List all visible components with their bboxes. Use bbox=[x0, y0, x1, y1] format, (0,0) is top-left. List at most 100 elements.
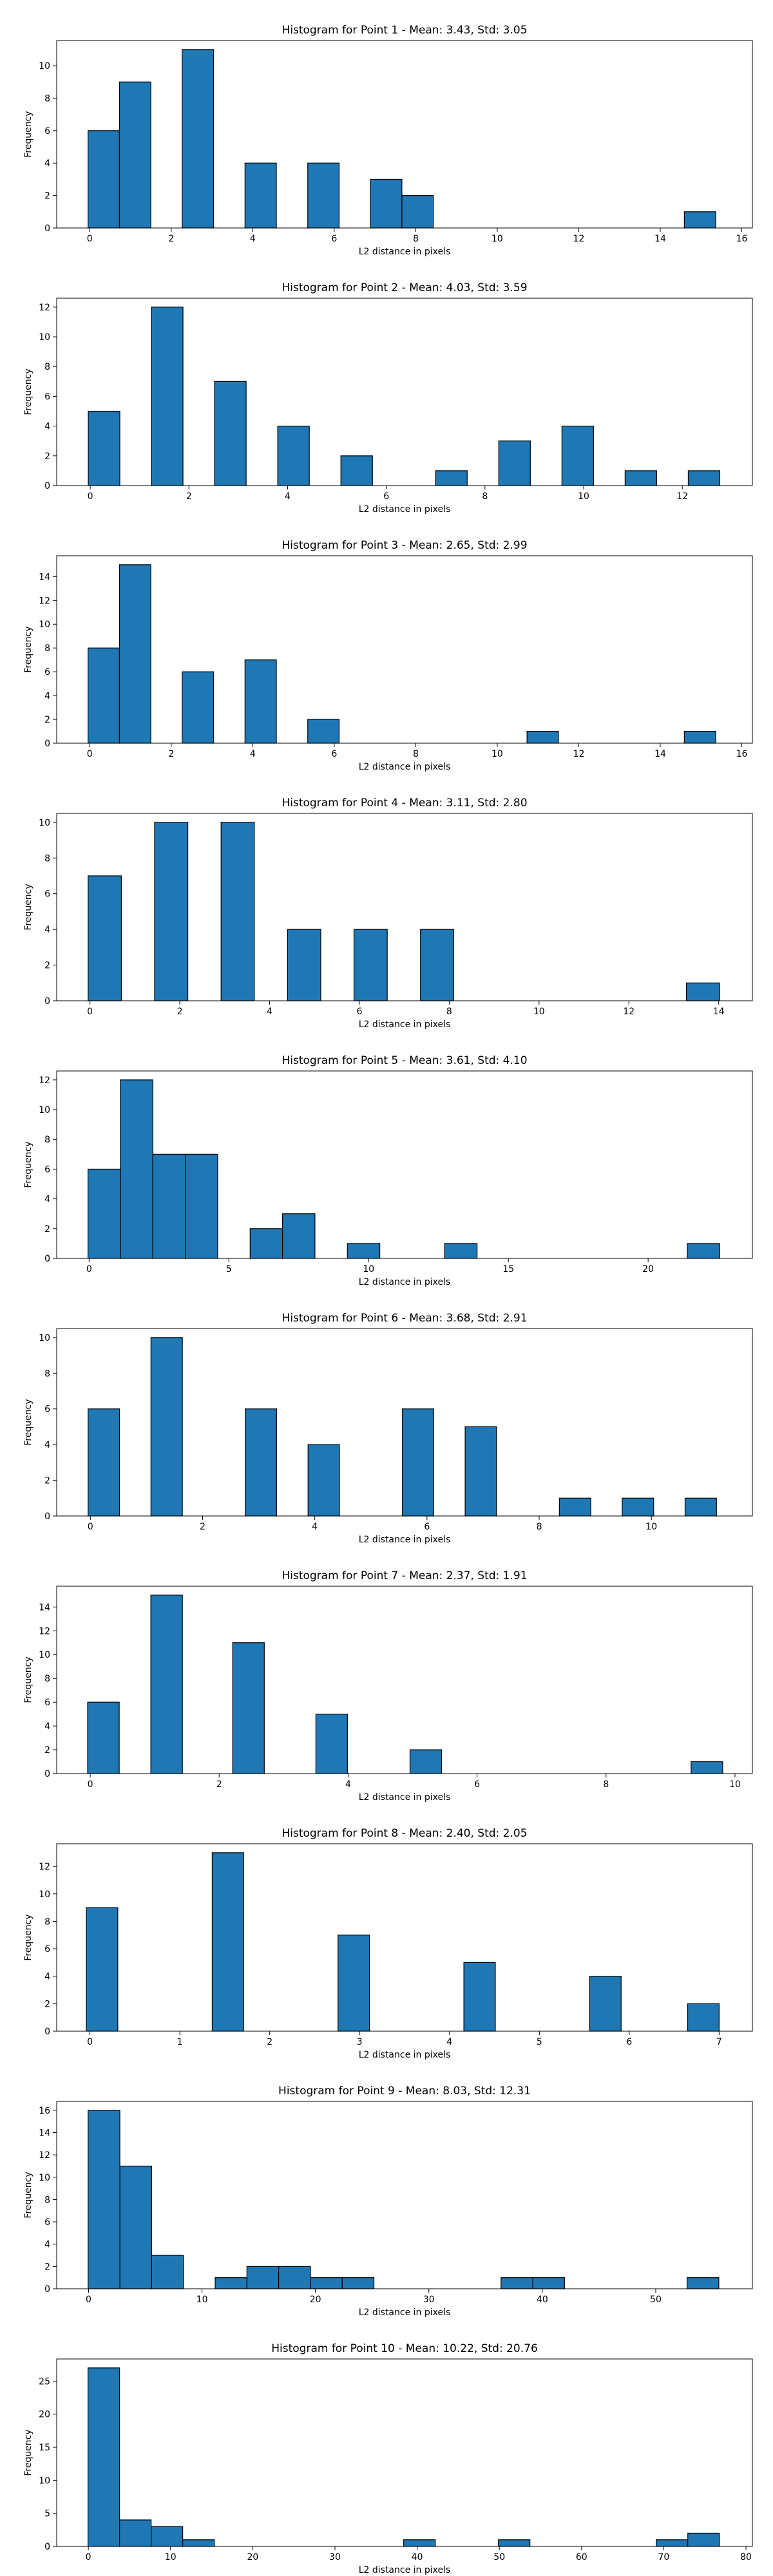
y-tick-label: 8 bbox=[44, 1674, 50, 1684]
x-tick-label: 2 bbox=[186, 491, 192, 502]
histogram-bar bbox=[152, 1153, 186, 1259]
histogram-bar bbox=[88, 1408, 120, 1517]
plot-frame bbox=[56, 298, 753, 486]
histogram-chart-9: 0 10 20 30 40 50 0 2 4 6 8 10 12 14 16 Histogram for Po… bbox=[23, 2085, 753, 2318]
x-tick-label: 0 bbox=[87, 1007, 93, 1017]
histogram-bar bbox=[307, 719, 340, 744]
histogram-bar bbox=[532, 2277, 565, 2289]
x-tick-label: 40 bbox=[537, 2295, 548, 2305]
y-tick-label: 0 bbox=[44, 996, 50, 1007]
histogram-chart-10: 0 10 20 30 40 50 60 70 80 0 5 10 15 20 25 Histogram for… bbox=[23, 2342, 753, 2575]
x-tick-label: 40 bbox=[412, 2552, 423, 2562]
y-tick-label: 8 bbox=[44, 1135, 50, 1145]
y-axis-label: Frequency bbox=[23, 626, 33, 672]
x-axis-label: L2 distance in pixels bbox=[359, 247, 451, 257]
x-tick-label: 0 bbox=[88, 1779, 93, 1790]
histogram-bar bbox=[119, 564, 151, 744]
histogram-bar bbox=[184, 1153, 218, 1259]
y-tick-label: 8 bbox=[44, 643, 50, 654]
y-tick-label: 10 bbox=[39, 2173, 50, 2183]
y-tick-label: 12 bbox=[39, 1075, 50, 1086]
y-tick-label: 2 bbox=[44, 1224, 50, 1235]
y-tick-label: 8 bbox=[44, 362, 50, 372]
plot-frame bbox=[56, 1328, 753, 1517]
histogram-bar bbox=[403, 2539, 436, 2547]
x-tick-label: 10 bbox=[491, 749, 503, 759]
x-axis-label: L2 distance in pixels bbox=[359, 1535, 451, 1545]
histogram-bar bbox=[691, 1761, 723, 1774]
chart-title: Histogram for Point 9 - Mean: 8.03, Std:… bbox=[278, 2085, 531, 2098]
histogram-bar bbox=[214, 381, 247, 486]
histogram-bar bbox=[340, 455, 373, 486]
x-tick-label: 6 bbox=[474, 1779, 480, 1790]
y-tick-label: 15 bbox=[39, 2443, 50, 2453]
x-axis-label: L2 distance in pixels bbox=[359, 1277, 451, 1287]
x-tick-label: 12 bbox=[573, 749, 585, 759]
histogram-bar bbox=[684, 1497, 717, 1517]
y-tick-label: 12 bbox=[39, 596, 50, 606]
y-tick-label: 2 bbox=[44, 715, 50, 725]
x-tick-label: 50 bbox=[650, 2295, 662, 2305]
x-tick-label: 4 bbox=[345, 1779, 351, 1790]
histogram-bar bbox=[463, 1962, 496, 2032]
histogram-bar bbox=[150, 1337, 183, 1517]
x-tick-label: 10 bbox=[645, 1522, 657, 1532]
x-tick-label: 6 bbox=[356, 1007, 362, 1017]
histogram-bar bbox=[498, 440, 531, 486]
x-axis-label: L2 distance in pixels bbox=[359, 2050, 451, 2060]
y-tick-label: 2 bbox=[44, 1745, 50, 1756]
x-tick-label: 2 bbox=[168, 749, 174, 759]
histogram-bar bbox=[88, 2110, 120, 2289]
x-tick-label: 7 bbox=[716, 2037, 722, 2047]
histogram-bar bbox=[154, 822, 189, 1001]
histogram-bar bbox=[464, 1426, 497, 1517]
x-tick-label: 20 bbox=[642, 1264, 654, 1274]
x-tick-label: 80 bbox=[740, 2552, 752, 2562]
x-tick-label: 70 bbox=[658, 2552, 670, 2562]
y-tick-label: 14 bbox=[39, 1602, 50, 1613]
histogram-bar bbox=[88, 875, 122, 1001]
y-tick-label: 16 bbox=[39, 2106, 50, 2116]
histogram-bar bbox=[244, 162, 277, 229]
x-tick-label: 0 bbox=[88, 491, 93, 502]
y-tick-label: 0 bbox=[44, 2027, 50, 2037]
histogram-bar bbox=[683, 211, 716, 229]
histogram-bar bbox=[685, 982, 720, 1001]
chart-title: Histogram for Point 6 - Mean: 3.68, Std:… bbox=[282, 1312, 527, 1325]
x-tick-label: 10 bbox=[491, 234, 503, 244]
y-tick-label: 5 bbox=[44, 2509, 50, 2519]
y-tick-label: 10 bbox=[39, 620, 50, 630]
y-tick-label: 14 bbox=[39, 2128, 50, 2139]
histogram-bar bbox=[370, 178, 403, 229]
x-tick-label: 30 bbox=[329, 2552, 341, 2562]
y-tick-label: 6 bbox=[44, 1405, 50, 1415]
y-tick-label: 2 bbox=[44, 191, 50, 202]
y-tick-label: 20 bbox=[39, 2410, 50, 2420]
y-tick-label: 0 bbox=[44, 223, 50, 234]
y-axis-label: Frequency bbox=[23, 2429, 33, 2476]
histogram-bar bbox=[501, 2277, 533, 2289]
histogram-bar bbox=[88, 410, 120, 486]
plot-frame bbox=[56, 555, 753, 744]
histogram-bar bbox=[88, 130, 120, 229]
histogram-bar bbox=[88, 2367, 120, 2547]
histogram-bar bbox=[686, 2277, 720, 2289]
histogram-bar bbox=[526, 730, 559, 744]
histogram-bar bbox=[687, 470, 721, 486]
y-axis-label: Frequency bbox=[23, 2172, 33, 2218]
histogram-bar bbox=[622, 1497, 654, 1517]
histogram-bar bbox=[182, 2539, 215, 2547]
y-tick-label: 4 bbox=[44, 691, 50, 701]
y-axis-label: Frequency bbox=[23, 111, 33, 157]
histogram-bar bbox=[277, 426, 310, 486]
histogram-bar bbox=[215, 2277, 247, 2289]
histogram-chart-7: 0 2 4 6 8 10 0 2 4 6 8 10 12 14 Histogram for Point 7 … bbox=[23, 1569, 753, 1803]
y-tick-label: 6 bbox=[44, 126, 50, 137]
y-tick-label: 4 bbox=[44, 158, 50, 169]
x-tick-label: 12 bbox=[623, 1007, 635, 1017]
x-tick-label: 4 bbox=[446, 2037, 452, 2047]
histogram-bar bbox=[307, 162, 340, 229]
y-tick-label: 6 bbox=[44, 1164, 50, 1175]
histogram-bar bbox=[683, 730, 716, 744]
y-tick-label: 8 bbox=[44, 2195, 50, 2205]
